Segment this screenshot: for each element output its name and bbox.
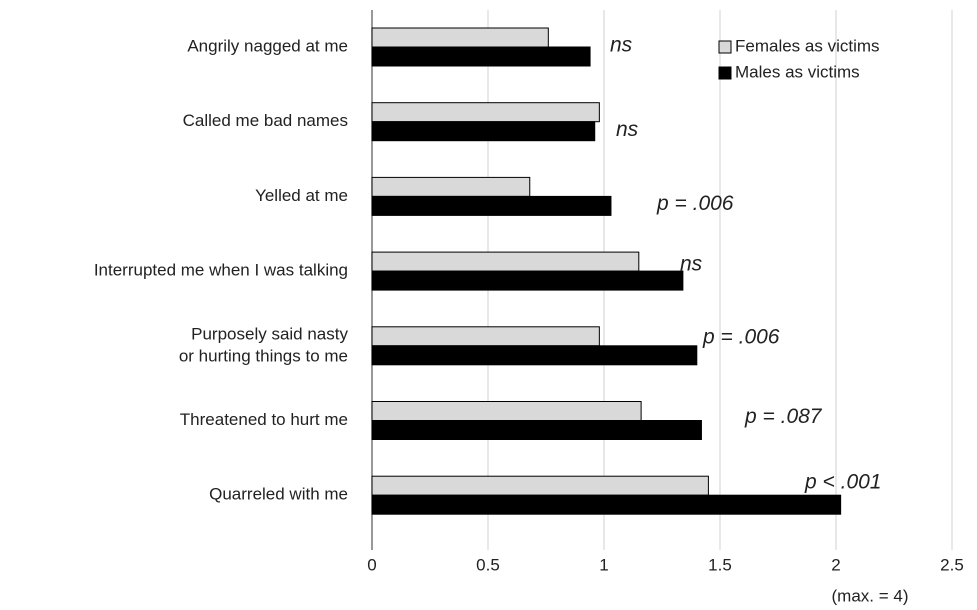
bar — [371, 195, 612, 216]
y-tick-label: Purposely said nasty — [191, 324, 348, 343]
bar — [371, 251, 640, 272]
y-tick-label: Quarreled with me — [209, 485, 348, 504]
bar — [371, 475, 709, 496]
annotation: ns — [616, 118, 639, 141]
y-tick-label: Yelled at me — [255, 186, 348, 205]
x-tick-label: 1 — [599, 555, 608, 574]
bar — [371, 420, 702, 440]
bar — [371, 121, 596, 142]
annotation: ns — [610, 34, 633, 57]
x-tick-label: 0 — [367, 555, 376, 574]
bar — [371, 326, 600, 347]
x-tick-label: 2 — [831, 555, 840, 574]
y-tick-label: Called me bad names — [183, 111, 348, 130]
annotation: p = .006 — [656, 192, 734, 215]
axis-note: (max. = 4) — [832, 586, 909, 605]
bar — [371, 270, 684, 291]
bar — [371, 176, 531, 197]
annotation: ns — [680, 253, 703, 276]
annotation: p = .006 — [702, 325, 780, 348]
legend-swatch — [718, 66, 732, 80]
y-tick-label: Interrupted me when I was talking — [94, 261, 348, 280]
x-tick-label: 0.5 — [476, 555, 500, 574]
bar — [371, 345, 698, 366]
bar — [371, 494, 842, 515]
y-tick-label: Angrily nagged at me — [187, 36, 348, 55]
bar — [371, 46, 591, 67]
y-tick-label: Threatened to hurt me — [180, 410, 348, 429]
bar — [371, 27, 549, 48]
annotation: p < .001 — [804, 471, 881, 494]
x-tick-label: 1.5 — [708, 555, 732, 574]
legend-label: Females as victims — [735, 36, 880, 55]
y-tick-label: or hurting things to me — [179, 346, 348, 365]
bar — [371, 401, 642, 421]
x-tick-label: 2.5 — [940, 555, 964, 574]
legend-swatch — [718, 40, 732, 54]
bar — [371, 102, 600, 123]
annotation: p = .087 — [744, 405, 823, 428]
legend-label: Males as victims — [735, 62, 860, 81]
